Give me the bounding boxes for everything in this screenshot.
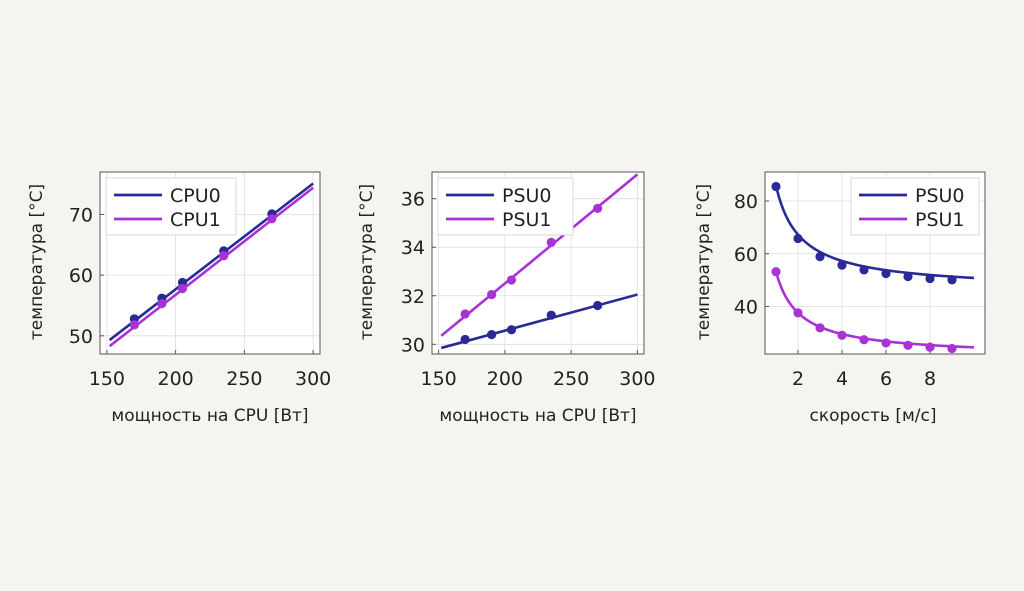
legend-label: PSU0 bbox=[502, 185, 552, 207]
legend-box bbox=[437, 177, 574, 236]
fit-line-cpu0 bbox=[108, 182, 314, 342]
y-tick-label: 60 bbox=[734, 244, 758, 266]
data-point-psu0 bbox=[859, 265, 869, 275]
x-tick-label: 150 bbox=[420, 368, 456, 390]
data-point-psu1 bbox=[925, 342, 935, 352]
x-tick-label: 150 bbox=[89, 368, 125, 390]
x-tick-label: 250 bbox=[226, 368, 262, 390]
x-tick-label: 4 bbox=[836, 368, 848, 390]
data-point-psu0 bbox=[837, 260, 847, 270]
y-axis-label: температура [°C] bbox=[357, 184, 377, 340]
x-axis-label: мощность на CPU [Вт] bbox=[439, 406, 636, 426]
data-point-psu1 bbox=[815, 323, 825, 333]
data-point-psu0 bbox=[506, 325, 517, 335]
x-tick-label: 200 bbox=[487, 368, 523, 390]
data-point-psu0 bbox=[793, 233, 803, 244]
data-point-psu1 bbox=[546, 237, 556, 247]
x-axis-label: скорость [м/с] bbox=[809, 406, 936, 426]
x-axis-label: мощность на CPU [Вт] bbox=[111, 406, 308, 426]
fit-line-psu0 bbox=[440, 293, 638, 350]
data-point-psu0 bbox=[487, 329, 497, 340]
x-tick-label: 2 bbox=[792, 368, 804, 390]
y-tick-label: 70 bbox=[69, 204, 93, 226]
data-point-cpu1 bbox=[219, 251, 229, 261]
legend-label: CPU1 bbox=[170, 209, 221, 231]
legend-label: PSU1 bbox=[915, 209, 965, 231]
chart-cpu-temperature: мощность на CPU [Вт] температура [°C] 15… bbox=[27, 171, 331, 426]
data-point-psu1 bbox=[859, 335, 869, 345]
fit-curve-psu0 bbox=[774, 185, 975, 280]
x-tick-label: 6 bbox=[880, 368, 892, 390]
legend-label: PSU1 bbox=[502, 209, 552, 231]
fit-line-psu1 bbox=[440, 173, 639, 337]
y-tick-label: 50 bbox=[69, 326, 93, 348]
y-tick-label: 36 bbox=[401, 189, 425, 211]
fit-curve-psu1 bbox=[774, 271, 975, 349]
y-axis-label: температура [°C] bbox=[694, 184, 714, 340]
data-point-psu0 bbox=[546, 310, 556, 320]
legend-label: PSU0 bbox=[915, 185, 965, 207]
legend-label: CPU0 bbox=[170, 185, 221, 207]
data-point-psu0 bbox=[925, 273, 935, 284]
data-point-psu0 bbox=[947, 275, 957, 285]
plot-frame bbox=[764, 171, 986, 355]
x-tick-label: 200 bbox=[157, 368, 193, 390]
data-point-psu1 bbox=[837, 330, 847, 340]
y-tick-label: 80 bbox=[734, 191, 758, 213]
x-tick-label: 300 bbox=[295, 368, 331, 390]
x-tick-label: 250 bbox=[553, 368, 589, 390]
data-point-psu0 bbox=[771, 181, 781, 192]
data-point-psu1 bbox=[771, 267, 781, 277]
data-point-psu0 bbox=[815, 252, 825, 262]
data-point-cpu1 bbox=[129, 320, 139, 330]
data-point-psu1 bbox=[881, 338, 891, 348]
legend-box bbox=[105, 177, 237, 236]
y-axis-label: температура [°C] bbox=[27, 184, 47, 340]
chart-psu-temperature-vs-speed: скорость [м/с] температура [°C] 2 4 6 8 40 60… bbox=[694, 171, 986, 426]
data-point-psu1 bbox=[903, 340, 913, 350]
data-point-psu0 bbox=[460, 334, 470, 345]
data-point-cpu1 bbox=[157, 299, 167, 309]
fit-line-cpu1 bbox=[108, 186, 314, 348]
y-tick-label: 40 bbox=[734, 297, 758, 319]
data-point-psu1 bbox=[593, 203, 603, 213]
x-tick-label: 300 bbox=[619, 368, 655, 390]
y-tick-label: 34 bbox=[401, 237, 425, 259]
y-tick-label: 32 bbox=[401, 286, 425, 308]
legend-box bbox=[850, 177, 980, 236]
data-point-psu0 bbox=[593, 300, 603, 311]
plot-frame bbox=[431, 171, 645, 355]
chart-psu-temperature-vs-cpu-power: мощность на CPU [Вт] температура [°C] 15… bbox=[357, 171, 656, 426]
x-tick-label: 8 bbox=[924, 368, 936, 390]
y-tick-label: 60 bbox=[69, 265, 93, 287]
data-point-psu1 bbox=[793, 308, 803, 318]
data-point-psu0 bbox=[881, 268, 891, 279]
data-point-cpu1 bbox=[177, 283, 188, 294]
data-point-psu1 bbox=[947, 343, 957, 354]
data-point-psu1 bbox=[460, 309, 470, 319]
plot-frame bbox=[99, 171, 321, 355]
data-point-psu1 bbox=[506, 275, 517, 285]
data-point-psu0 bbox=[903, 271, 913, 282]
data-point-psu1 bbox=[487, 289, 497, 300]
data-point-cpu1 bbox=[267, 214, 277, 224]
y-tick-label: 30 bbox=[401, 334, 425, 356]
